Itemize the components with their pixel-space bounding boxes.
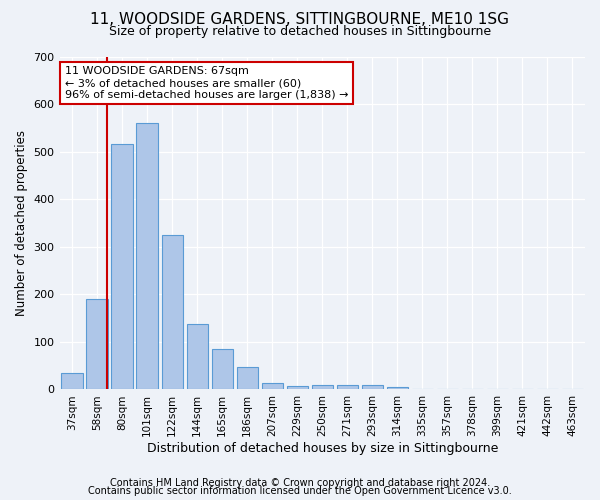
- Bar: [112, 144, 133, 390]
- Bar: [311, 384, 333, 390]
- Bar: [262, 384, 283, 390]
- Bar: [387, 387, 408, 390]
- Bar: [337, 384, 358, 390]
- Bar: [136, 123, 158, 390]
- Bar: [236, 367, 258, 390]
- Bar: [287, 386, 308, 390]
- Bar: [86, 299, 108, 390]
- Text: Contains HM Land Registry data © Crown copyright and database right 2024.: Contains HM Land Registry data © Crown c…: [110, 478, 490, 488]
- Bar: [362, 384, 383, 390]
- X-axis label: Distribution of detached houses by size in Sittingbourne: Distribution of detached houses by size …: [146, 442, 498, 455]
- Bar: [161, 235, 183, 390]
- Text: Contains public sector information licensed under the Open Government Licence v3: Contains public sector information licen…: [88, 486, 512, 496]
- Bar: [212, 349, 233, 390]
- Text: 11, WOODSIDE GARDENS, SITTINGBOURNE, ME10 1SG: 11, WOODSIDE GARDENS, SITTINGBOURNE, ME1…: [91, 12, 509, 28]
- Text: 11 WOODSIDE GARDENS: 67sqm
← 3% of detached houses are smaller (60)
96% of semi-: 11 WOODSIDE GARDENS: 67sqm ← 3% of detac…: [65, 66, 348, 100]
- Bar: [187, 324, 208, 390]
- Text: Size of property relative to detached houses in Sittingbourne: Size of property relative to detached ho…: [109, 25, 491, 38]
- Y-axis label: Number of detached properties: Number of detached properties: [15, 130, 28, 316]
- Bar: [61, 373, 83, 390]
